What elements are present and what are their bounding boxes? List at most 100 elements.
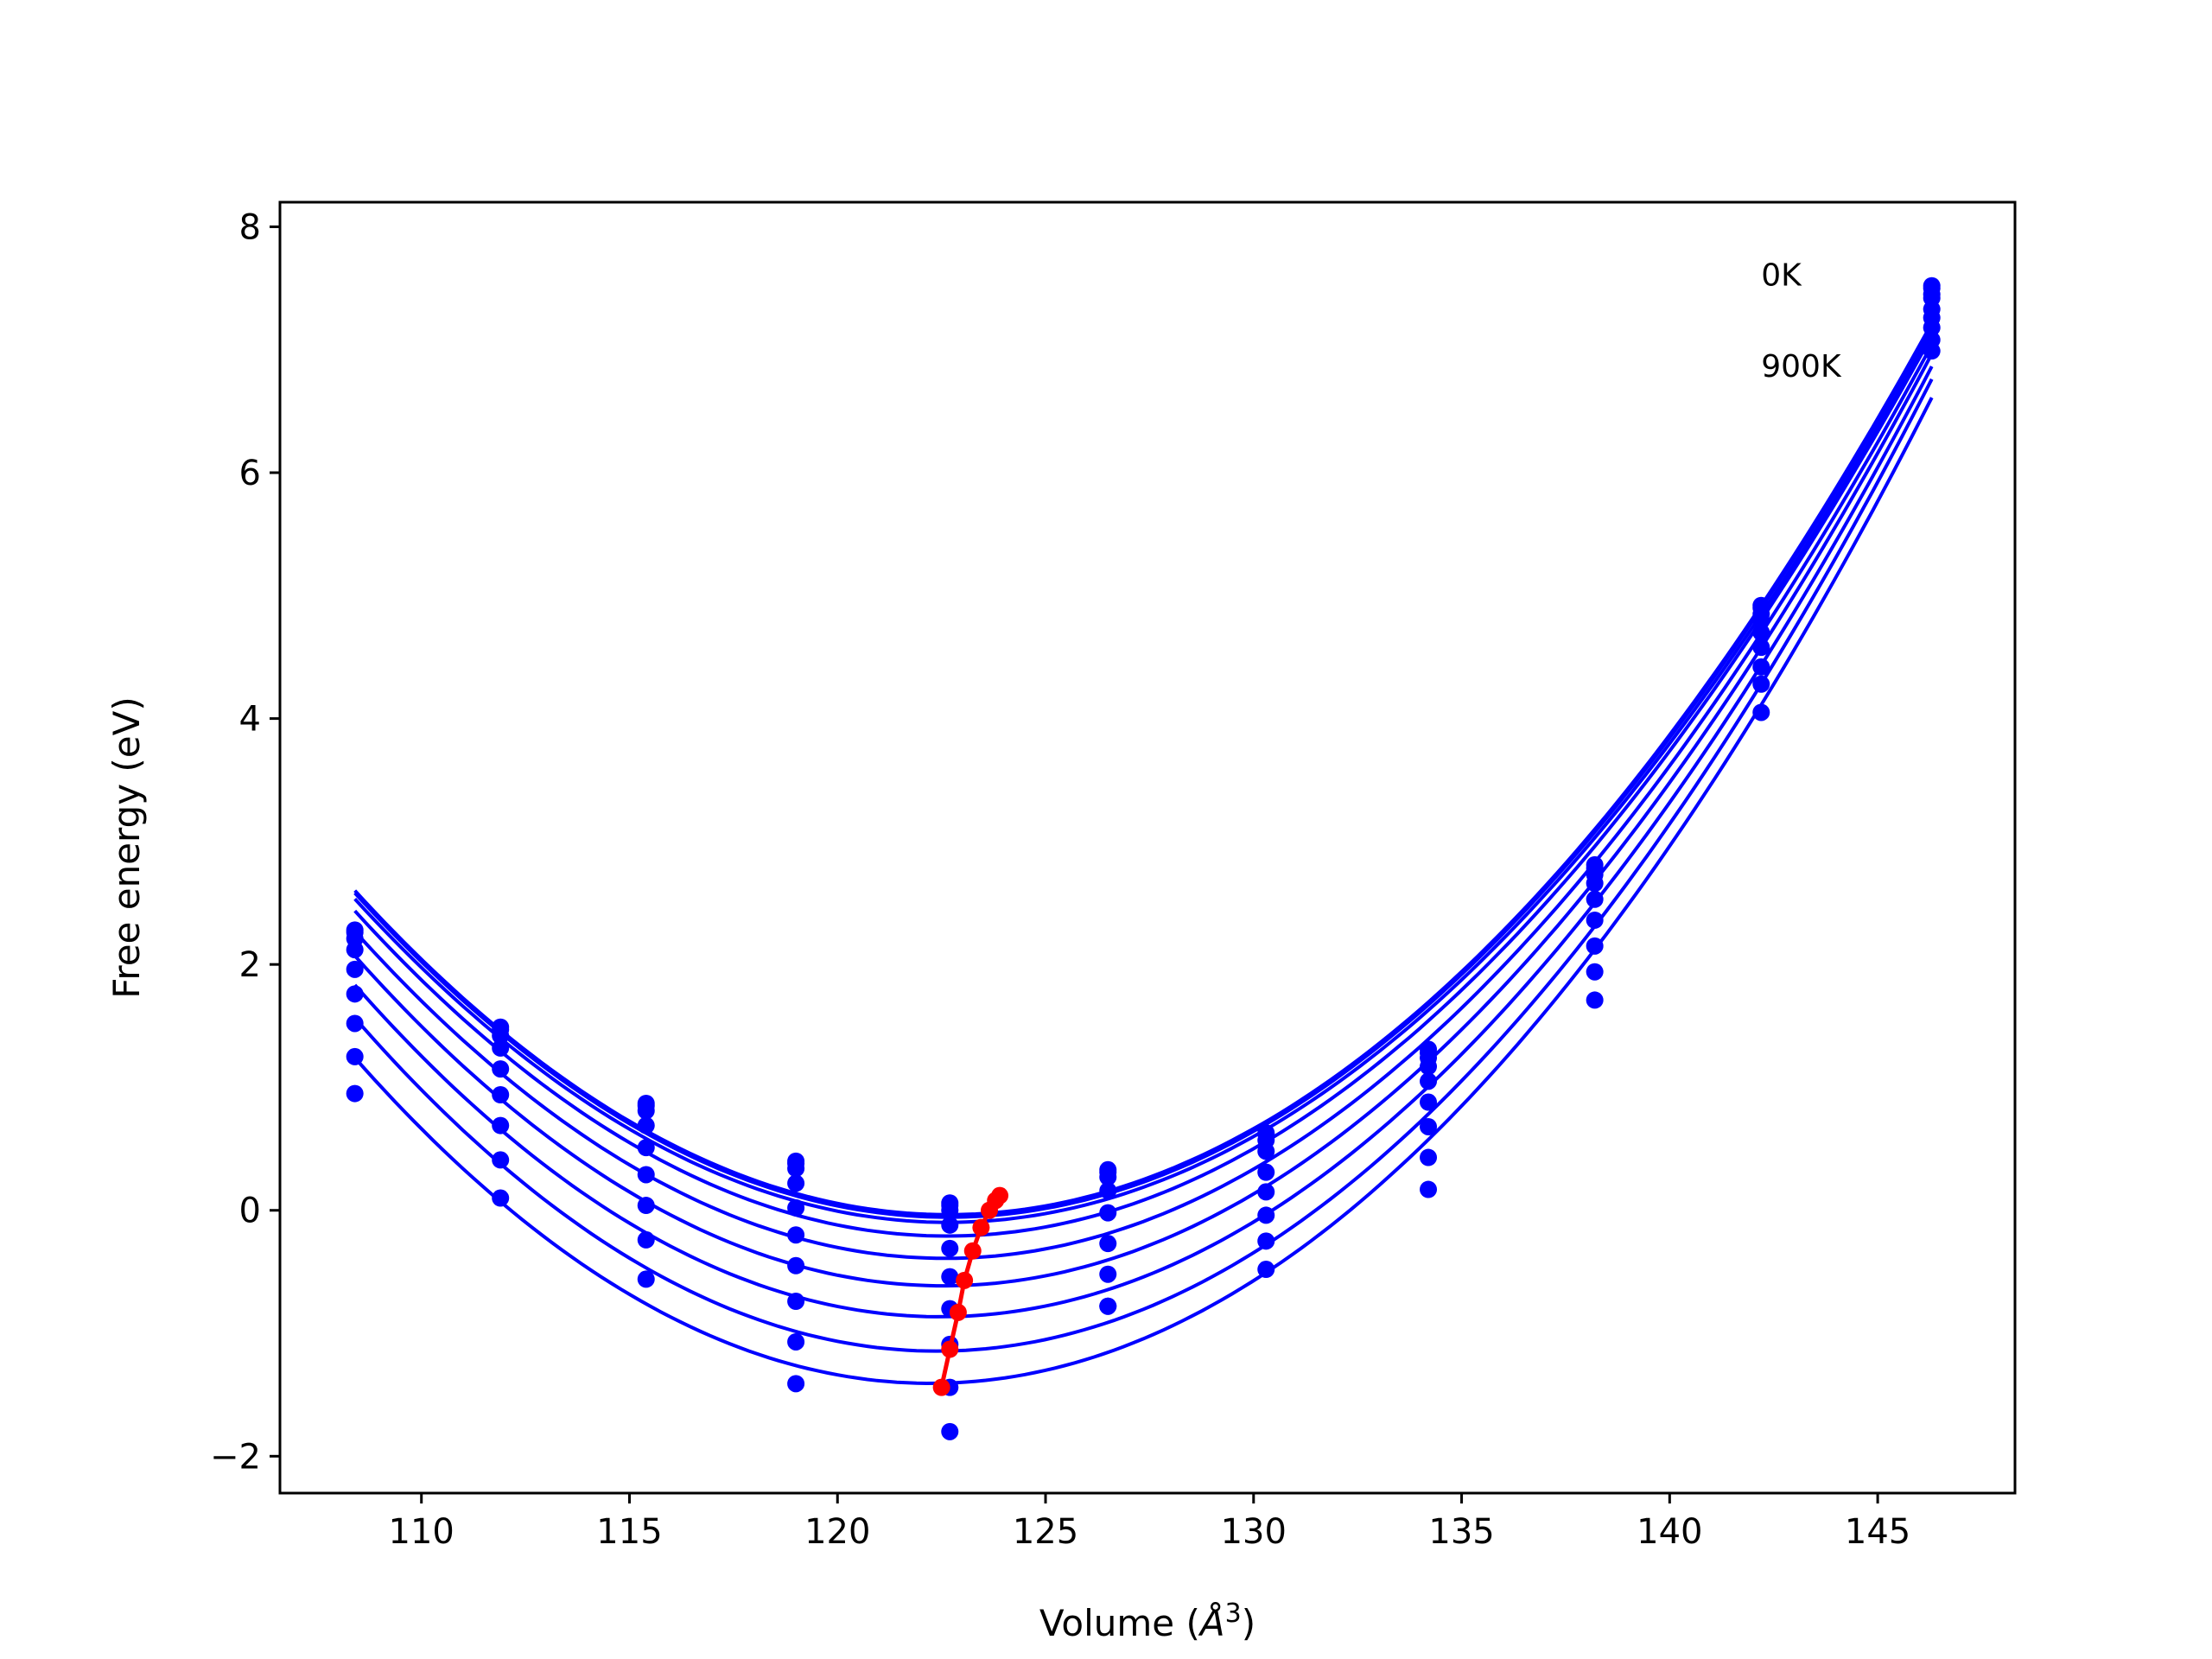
data-point [787,1198,805,1217]
x-tick-label: 110 [389,1512,454,1552]
temperature-annotation: 0K [1761,258,1802,294]
data-point [1752,658,1770,676]
y-axis: −2 0 2 4 6 8 [210,207,280,1477]
data-point [346,941,364,959]
minimum-point [972,1218,990,1236]
data-point [787,1332,805,1351]
data-point [1752,639,1770,657]
data-point [492,1116,510,1135]
data-point [346,1047,364,1065]
curve-series-8 [353,378,1934,1353]
data-point [1752,675,1770,693]
x-tick-label: 135 [1428,1512,1494,1552]
data-point [1586,991,1604,1009]
data-point [637,1270,655,1288]
data-point [787,1375,805,1393]
curve-series-4 [353,334,1934,1238]
y-axis-label: Free energy (eV) [105,696,148,999]
data-point [492,1027,510,1045]
data-point [492,1060,510,1078]
x-tick-label: 120 [804,1512,870,1552]
data-point [787,1256,805,1274]
data-point [941,1268,959,1286]
data-point [637,1102,655,1120]
data-point [1420,1093,1438,1111]
data-point [492,1151,510,1169]
data-point [1099,1204,1117,1222]
data-point [492,1085,510,1103]
curve-series-2 [353,325,1934,1219]
curve-series-7 [353,365,1934,1319]
data-point [1420,1058,1438,1076]
data-point [1257,1232,1275,1250]
data-point [637,1197,655,1215]
data-point [1420,1072,1438,1090]
x-tick-label: 140 [1637,1512,1702,1552]
data-point [941,1201,959,1219]
data-point [1257,1142,1275,1160]
data-point [1099,1265,1117,1283]
data-point [1257,1261,1275,1279]
data-point [637,1230,655,1249]
data-point [787,1160,805,1178]
annotations: 0K 900K [1761,258,1842,385]
data-point [1586,963,1604,981]
data-point [1420,1148,1438,1166]
temperature-annotation: 900K [1761,349,1842,385]
data-point [346,960,364,978]
y-tick-label: 4 [239,700,261,740]
minimum-point [932,1378,950,1396]
y-tick-label: 2 [239,945,261,985]
data-point [1752,703,1770,721]
data-point [1586,890,1604,908]
x-axis-label: Volume (Å3) [1039,1599,1255,1644]
data-point [1752,611,1770,629]
minimum-point [956,1271,974,1289]
data-point [637,1116,655,1135]
data-point [1923,319,1941,337]
data-point [492,1039,510,1057]
data-point [1099,1235,1117,1253]
data-point [787,1226,805,1244]
data-point [941,1239,959,1257]
x-tick-label: 115 [596,1512,662,1552]
data-point [787,1293,805,1311]
minimum-point [991,1186,1009,1205]
data-point [787,1174,805,1192]
data-point [1099,1181,1117,1199]
y-tick-label: 0 [239,1192,261,1231]
data-point [941,1216,959,1234]
data-point [1099,1297,1117,1315]
data-point [1420,1180,1438,1198]
data-point [1257,1206,1275,1224]
plot-frame [278,200,2017,1495]
data-point [346,985,364,1003]
curve-series-9 [353,397,1934,1386]
y-tick-label: 6 [239,454,261,493]
data-point [1420,1117,1438,1135]
x-tick-label: 130 [1221,1512,1287,1552]
minimum-point [941,1340,959,1358]
data-point [941,1422,959,1440]
y-tick-label: 8 [239,207,261,247]
x-axis: 110 115 120 125 130 135 140 145 [389,1493,1910,1552]
data-point [1257,1183,1275,1201]
curve-series-5 [353,344,1934,1261]
x-tick-label: 145 [1845,1512,1910,1552]
data-point [1099,1168,1117,1186]
curve-series-3 [353,331,1934,1224]
data-point [637,1139,655,1157]
curve-series-6 [353,353,1934,1288]
minimum-point [963,1242,982,1260]
data-point [1752,624,1770,641]
data-point [1923,342,1941,360]
x-tick-label: 125 [1013,1512,1078,1552]
data-point [346,1014,364,1033]
data-point [1586,911,1604,929]
minimum-point [949,1303,967,1321]
data-point [1586,937,1604,955]
plot-content [346,276,1941,1440]
y-tick-label: −2 [210,1437,261,1477]
